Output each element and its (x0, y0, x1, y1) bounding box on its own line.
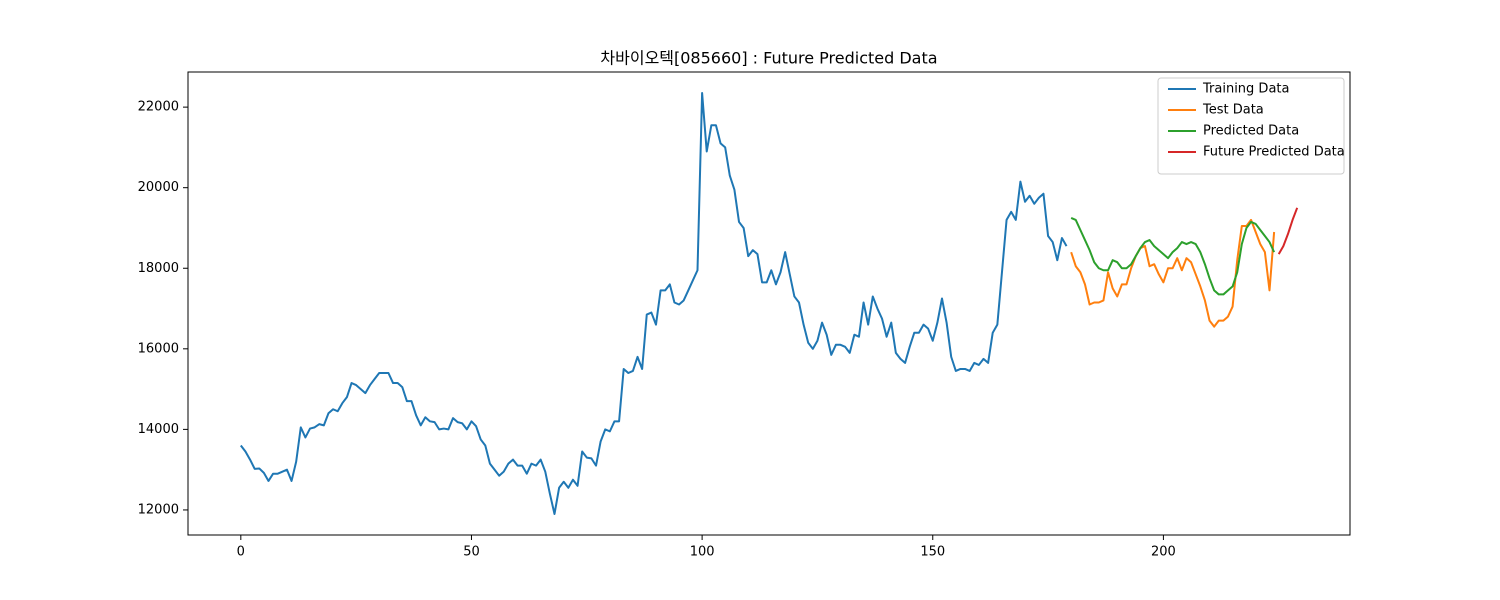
y-tick-label: 18000 (138, 261, 179, 276)
x-tick-label: 200 (1151, 545, 1176, 560)
line-series (1277, 207, 1299, 255)
line-series (1070, 216, 1276, 296)
x-tick-label: 100 (690, 545, 715, 560)
chart-title: 차바이오텍[085660] : Future Predicted Data (600, 49, 937, 68)
y-tick-label: 16000 (138, 341, 179, 356)
line-series (1070, 218, 1276, 328)
legend-label: Training Data (1202, 82, 1289, 97)
x-tick-label: 0 (237, 545, 245, 560)
y-tick-label: 22000 (138, 100, 179, 115)
y-tick-label: 12000 (138, 502, 179, 517)
y-tick-label: 20000 (138, 180, 179, 195)
legend-label: Test Data (1202, 103, 1264, 118)
line-series (240, 92, 1068, 515)
y-tick-label: 14000 (138, 422, 179, 437)
legend-label: Predicted Data (1203, 124, 1299, 139)
plot-frame (187, 71, 1351, 536)
x-tick-label: 150 (920, 545, 945, 560)
legend-box (1157, 77, 1345, 175)
legend-label: Future Predicted Data (1203, 145, 1345, 160)
x-tick-label: 50 (463, 545, 480, 560)
